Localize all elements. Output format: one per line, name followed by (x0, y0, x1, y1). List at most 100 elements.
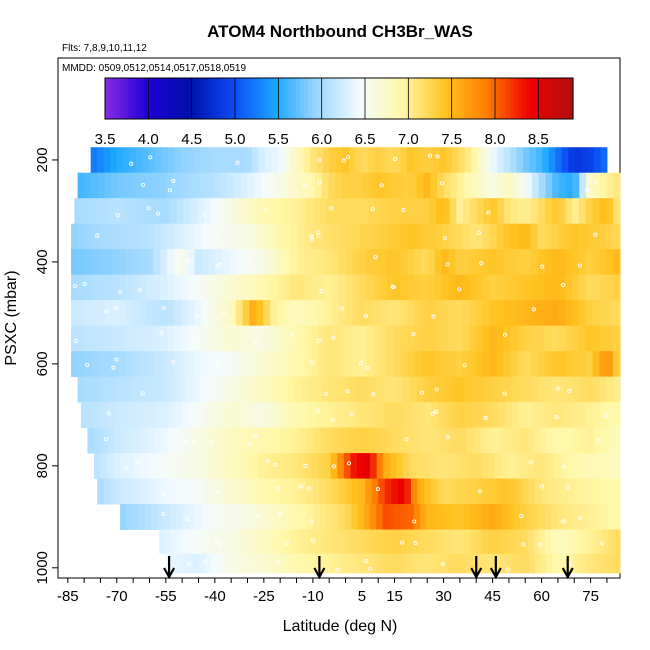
heatmap-cell (355, 172, 363, 199)
heatmap-cell (272, 198, 280, 225)
heatmap-cell (424, 529, 431, 555)
heatmap-cell (335, 172, 343, 199)
heatmap-cell (445, 147, 453, 174)
heatmap-cell (414, 274, 422, 301)
heatmap-cell (228, 351, 237, 378)
sample-dot (111, 365, 116, 370)
heatmap-cell (125, 274, 134, 301)
heatmap-cell (410, 478, 418, 505)
heatmap-cell (81, 198, 89, 225)
sample-dot (401, 207, 406, 213)
colorbar-segment (140, 78, 145, 119)
colorbar-segment (475, 78, 480, 119)
heatmap-cell (91, 300, 100, 327)
heatmap-cell (172, 453, 180, 479)
heatmap-cell (156, 198, 164, 225)
heatmap-cell (352, 223, 360, 250)
sample-dot (556, 386, 561, 391)
heatmap-cell (606, 198, 614, 225)
heatmap-cell (284, 147, 292, 174)
heatmap-cell (551, 351, 559, 378)
heatmap-cell (242, 402, 250, 429)
colorbar-segment (498, 78, 504, 119)
heatmap-cell (408, 198, 416, 225)
heatmap-cell (359, 223, 367, 250)
heatmap-cell (503, 325, 511, 352)
heatmap-cell (510, 300, 518, 327)
heatmap-cell (423, 478, 431, 505)
heatmap-cell (457, 376, 465, 403)
sample-dot (278, 511, 283, 516)
heatmap-cell (381, 198, 389, 225)
heatmap-cell (172, 376, 180, 403)
heatmap-cell (94, 402, 102, 429)
heatmap-cell (71, 223, 79, 250)
heatmap-cell (297, 325, 305, 352)
heatmap-cell (201, 249, 209, 276)
heatmap-cell (173, 351, 182, 378)
colorbar-segment (264, 78, 270, 119)
heatmap-cell (462, 223, 470, 250)
heatmap-cell (222, 529, 229, 555)
heatmap-cell (530, 351, 539, 378)
heatmap-cell (304, 274, 312, 301)
heatmap-cell (234, 529, 241, 555)
heatmap-cell (179, 376, 187, 403)
y-tick-label: 600 (34, 351, 51, 376)
sample-dot (439, 181, 445, 186)
heatmap-cell (199, 172, 207, 199)
colorbar-segment (526, 78, 531, 119)
heatmap-cell (349, 529, 356, 555)
colorbar-segment (288, 78, 293, 119)
heatmap-cell (319, 553, 326, 574)
heatmap-cell (455, 325, 463, 352)
sample-dot (106, 411, 111, 416)
heatmap-cell (534, 453, 542, 479)
colorbar-segment (190, 78, 196, 119)
heatmap-cell (345, 300, 353, 327)
heatmap-cell (208, 274, 216, 301)
heatmap-cell (355, 376, 363, 403)
heatmap-cell (544, 223, 552, 250)
heatmap-cell (517, 198, 526, 225)
heatmap-cell (128, 402, 136, 429)
heatmap-cell (131, 172, 140, 199)
heatmap-cell (591, 529, 598, 555)
heatmap-cell (319, 198, 328, 225)
heatmap-cell (570, 504, 577, 530)
heatmap-cell (476, 529, 483, 555)
heatmap-cell (458, 402, 466, 429)
heatmap-cell (213, 376, 221, 403)
heatmap-cell (384, 478, 392, 505)
heatmap-cell (132, 300, 141, 327)
heatmap-cell (613, 300, 621, 327)
sample-dot (73, 338, 78, 344)
heatmap-cell (321, 376, 329, 403)
sample-dot (161, 491, 166, 496)
sample-dot (562, 464, 567, 469)
heatmap-cell (318, 274, 326, 301)
heatmap-cell (469, 223, 477, 250)
heatmap-cell (527, 529, 535, 555)
heatmap-cell (215, 402, 223, 429)
heatmap-cell (171, 553, 178, 574)
heatmap-cell (553, 427, 561, 454)
heatmap-cell (114, 427, 122, 454)
heatmap-cell (107, 453, 115, 479)
sample-dot (256, 513, 261, 518)
heatmap-cell (489, 249, 497, 276)
heatmap-cell (152, 172, 160, 199)
heatmap-cell (381, 553, 388, 574)
heatmap-cell (324, 223, 333, 250)
colorbar-segment (553, 78, 558, 119)
heatmap-cell (606, 478, 614, 505)
heatmap-cell (462, 249, 470, 276)
heatmap-cell (303, 402, 311, 429)
heatmap-cell (180, 325, 189, 352)
heatmap-cell (77, 300, 86, 327)
x-tick-label: 75 (582, 588, 599, 605)
sample-dot (479, 261, 484, 266)
heatmap-cell (541, 453, 549, 479)
heatmap-cell (592, 172, 601, 199)
sample-dot (167, 188, 173, 193)
